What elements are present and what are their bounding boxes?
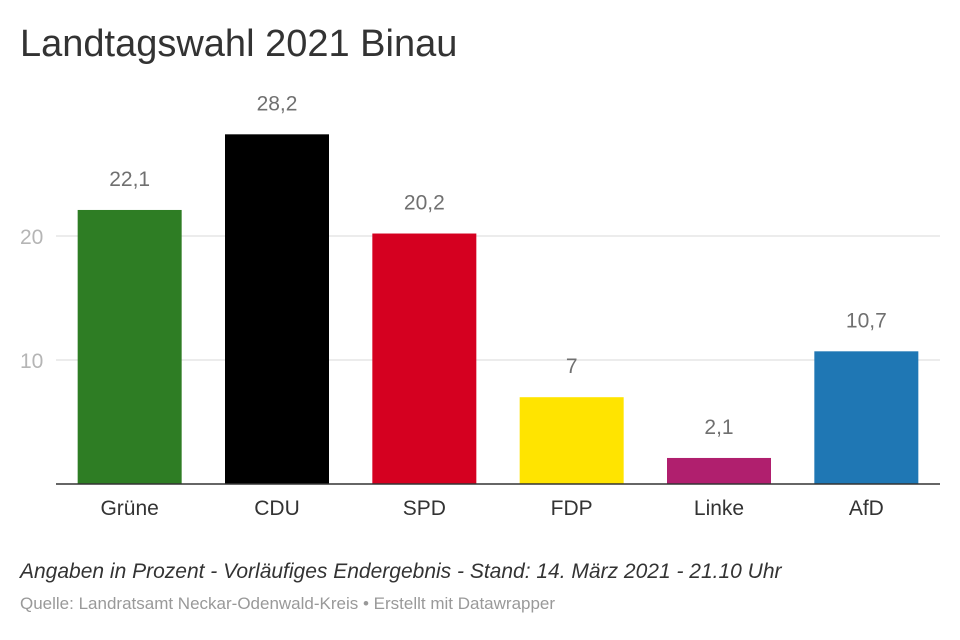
x-tick-label: FDP [551, 497, 593, 520]
gridlines [56, 235, 940, 361]
bar-value-label: 28,2 [257, 92, 298, 115]
bar-value-label: 7 [566, 355, 578, 378]
bar-value-label: 10,7 [846, 309, 887, 332]
bars [77, 134, 919, 484]
x-tick-label: Linke [694, 497, 744, 520]
chart-title: Landtagswahl 2021 Binau [20, 23, 458, 65]
x-tick-label: Grüne [100, 497, 158, 520]
x-axis-labels: Grüne CDU SPD FDP Linke AfD [100, 497, 883, 520]
bar-value-label: 22,1 [109, 168, 150, 191]
bar [667, 457, 771, 484]
bar [225, 134, 329, 484]
bar [372, 233, 477, 484]
x-tick-label: CDU [254, 497, 300, 520]
bar-chart: 10 20 22,1 28,2 20,2 7 2,1 10,7 Grüne CDU SPD FDP… [20, 92, 940, 520]
bar-value-label: 2,1 [704, 416, 733, 439]
x-tick-label: AfD [849, 497, 884, 520]
chart-caption: Angaben in Prozent - Vorläufiges Enderge… [20, 560, 782, 583]
value-labels: 22,1 28,2 20,2 7 2,1 10,7 [109, 92, 887, 439]
x-tick-label: SPD [403, 497, 446, 520]
bar [519, 397, 624, 484]
y-tick-label: 10 [20, 350, 43, 373]
bar [77, 209, 182, 484]
bar-value-label: 20,2 [404, 192, 445, 215]
y-axis-ticks: 10 20 [20, 226, 43, 373]
bar [814, 351, 919, 484]
chart-source: Quelle: Landratsamt Neckar-Odenwald-Krei… [20, 594, 556, 613]
y-tick-label: 20 [20, 226, 43, 249]
